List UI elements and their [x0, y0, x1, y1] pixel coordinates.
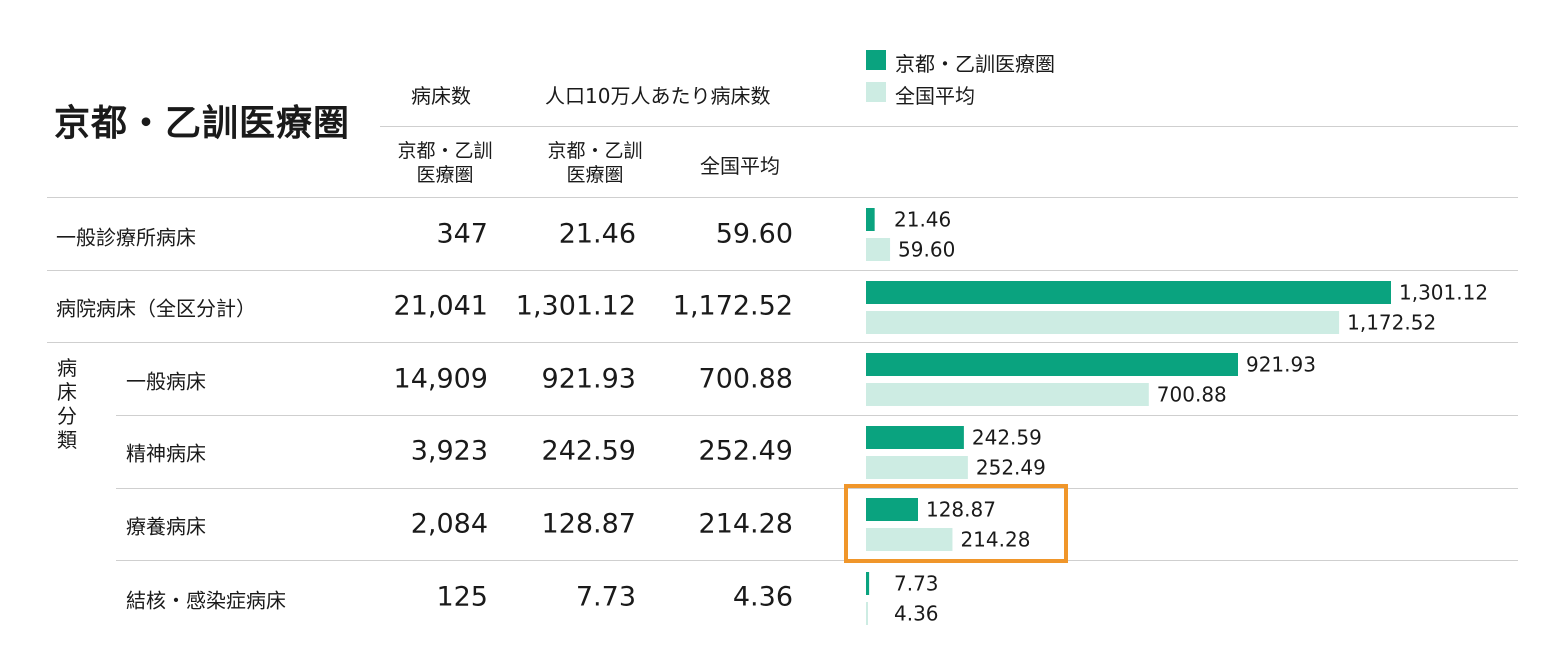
bar-value-label-national: 252.49 — [976, 456, 1046, 480]
group-label-char: 床 — [57, 380, 77, 404]
subheader-region-rate-line2: 医療圏 — [566, 164, 624, 186]
bed-category-group-label: 病 床 分 類 — [54, 356, 80, 452]
bar-region — [866, 498, 918, 521]
bar-national — [866, 602, 868, 625]
bar-value-label-region: 242.59 — [972, 426, 1042, 450]
bar-value-label-national: 700.88 — [1157, 383, 1227, 407]
divider-row — [116, 488, 1518, 489]
subheader-region-rate: 京都・乙訓 医療圏 — [530, 139, 660, 187]
row-label: 一般病床 — [126, 369, 206, 394]
cell-national-rate: 59.60 — [715, 218, 793, 250]
cell-national-rate: 252.49 — [698, 435, 793, 467]
bar-region — [866, 426, 964, 449]
bar-value-label-region: 921.93 — [1246, 353, 1316, 377]
cell-bed-count: 14,909 — [393, 363, 488, 395]
group-label-char: 病 — [57, 356, 77, 380]
bar-value-label-national: 1,172.52 — [1347, 311, 1436, 335]
cell-national-rate: 700.88 — [698, 363, 793, 395]
divider-header — [380, 126, 1518, 127]
legend-label-region: 京都・乙訓医療圏 — [895, 52, 1055, 76]
cell-region-rate: 1,301.12 — [515, 290, 636, 322]
bar-national — [866, 528, 953, 551]
row-label: 精神病床 — [126, 441, 206, 466]
cell-bed-count: 21,041 — [393, 290, 488, 322]
bar-national — [866, 238, 891, 261]
row-label: 一般診療所病床 — [56, 225, 196, 250]
cell-region-rate: 128.87 — [541, 508, 636, 540]
cell-region-rate: 21.46 — [558, 218, 636, 250]
bar-national — [866, 311, 1340, 334]
group-label-char: 分 — [57, 404, 77, 428]
bar-value-label-national: 59.60 — [898, 238, 955, 262]
cell-national-rate: 214.28 — [698, 508, 793, 540]
divider-row — [47, 342, 1518, 343]
subheader-region-beds: 京都・乙訓 医療圏 — [380, 139, 510, 187]
cell-national-rate: 4.36 — [732, 581, 793, 613]
bar-national — [866, 456, 968, 479]
page-title: 京都・乙訓医療圏 — [54, 103, 351, 144]
cell-bed-count: 3,923 — [410, 435, 488, 467]
highlight-box — [844, 484, 1068, 563]
row-label: 病院病床（全区分計） — [56, 296, 256, 321]
cell-region-rate: 7.73 — [575, 581, 636, 613]
cell-region-rate: 921.93 — [541, 363, 636, 395]
divider-row — [116, 560, 1518, 561]
row-label: 療養病床 — [126, 514, 206, 539]
subheader-region-beds-line2: 医療圏 — [416, 164, 474, 186]
row-label: 結核・感染症病床 — [126, 588, 286, 613]
legend-swatch-national — [866, 82, 886, 102]
bar-value-label-region: 7.73 — [894, 572, 939, 596]
legend-label-national: 全国平均 — [895, 84, 975, 108]
bar-region — [866, 353, 1238, 376]
cell-bed-count: 2,084 — [410, 508, 488, 540]
legend-swatch-region — [866, 50, 886, 70]
subheader-national: 全国平均 — [700, 154, 780, 178]
bar-value-label-region: 128.87 — [926, 498, 996, 522]
bar-value-label-region: 1,301.12 — [1399, 281, 1488, 305]
bar-region — [866, 208, 875, 231]
bar-national — [866, 383, 1149, 406]
cell-region-rate: 242.59 — [541, 435, 636, 467]
bar-value-label-national: 4.36 — [894, 602, 939, 626]
header-bed-count: 病床数 — [411, 84, 471, 108]
subheader-region-rate-line1: 京都・乙訓 — [547, 140, 643, 162]
cell-bed-count: 347 — [436, 218, 488, 250]
subheader-region-beds-line1: 京都・乙訓 — [397, 140, 493, 162]
divider-row — [116, 415, 1518, 416]
bar-value-label-region: 21.46 — [894, 208, 951, 232]
divider-row — [47, 197, 1518, 198]
bar-region — [866, 281, 1391, 304]
cell-national-rate: 1,172.52 — [672, 290, 793, 322]
header-per-capita: 人口10万人あたり病床数 — [545, 84, 771, 108]
bar-region — [866, 572, 870, 595]
divider-row — [47, 270, 1518, 271]
bar-value-label-national: 214.28 — [960, 528, 1030, 552]
cell-bed-count: 125 — [436, 581, 488, 613]
group-label-char: 類 — [57, 428, 77, 452]
